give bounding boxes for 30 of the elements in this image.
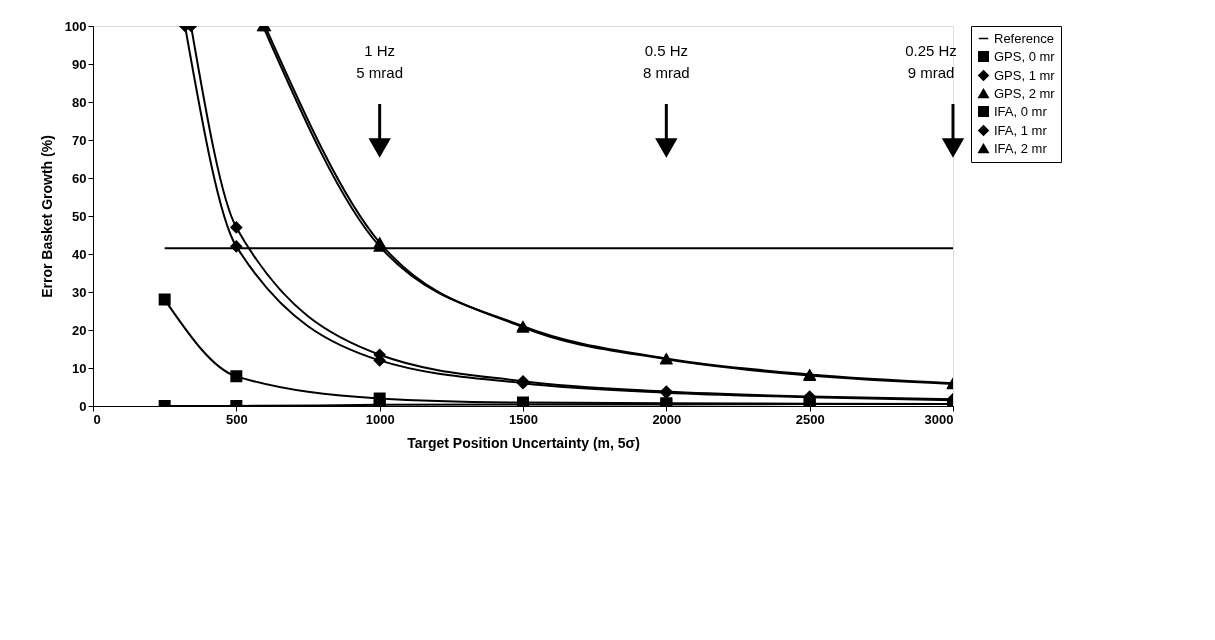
- legend-label: IFA, 0 mr: [994, 103, 1048, 119]
- y-tick-label: 0: [79, 398, 87, 414]
- x-tick-label: 2000: [652, 411, 682, 427]
- x-tick-label: 2500: [795, 411, 825, 427]
- y-axis-title: Error Basket Growth (%): [38, 135, 55, 298]
- x-tick-label: 1000: [365, 411, 395, 427]
- x-tick-label: 3000: [924, 411, 954, 427]
- y-tick-label: 60: [72, 170, 87, 186]
- annotation: 0.5 Hz 8 mrad: [642, 42, 690, 81]
- legend-label: IFA, 1 mr: [994, 122, 1048, 138]
- annotation: 0.25 Hz 9 mrad: [905, 42, 957, 81]
- x-tick-label: 1500: [509, 411, 538, 427]
- y-tick-label: 30: [72, 284, 87, 300]
- y-tick-label: 90: [72, 56, 87, 72]
- legend-label: GPS, 0 mr: [994, 48, 1056, 64]
- y-tick-label: 80: [72, 94, 87, 110]
- y-tick-label: 50: [72, 208, 87, 224]
- annotation: 1 Hz 5 mrad: [356, 42, 404, 81]
- legend-label: GPS, 2 mr: [994, 85, 1056, 101]
- x-tick-label: 0: [93, 411, 101, 427]
- x-tick-label: 500: [225, 411, 248, 427]
- y-tick-label: 40: [72, 246, 87, 262]
- y-tick-label: 10: [72, 360, 87, 376]
- legend-label: IFA, 2 mr: [994, 140, 1048, 156]
- x-axis-title: Target Position Uncertainty (m, 5σ): [407, 434, 640, 451]
- legend-label: GPS, 1 mr: [994, 67, 1056, 83]
- y-tick-label: 70: [72, 132, 87, 148]
- legend-label: Reference: [994, 30, 1054, 46]
- y-tick-label: 100: [64, 18, 87, 34]
- y-tick-label: 20: [72, 322, 87, 338]
